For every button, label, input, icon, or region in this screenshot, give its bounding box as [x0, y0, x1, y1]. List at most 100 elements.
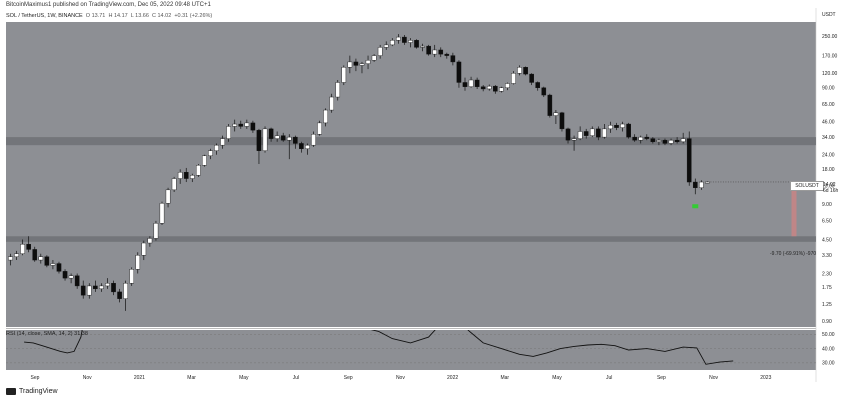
candle: [456, 60, 462, 88]
candle: [377, 44, 383, 59]
candle: [8, 253, 13, 266]
candle: [596, 126, 601, 141]
candle: [153, 220, 159, 241]
candle-body-up: [377, 47, 383, 56]
candle: [323, 108, 328, 127]
candle: [656, 138, 662, 146]
last-price-label: 14.02: [823, 182, 836, 188]
candle: [505, 82, 510, 91]
candle-body-up: [153, 223, 159, 239]
candle: [341, 65, 347, 86]
candle-body-down: [238, 123, 244, 127]
candle: [159, 201, 165, 225]
candle: [165, 187, 171, 208]
candle-body-up: [668, 139, 674, 144]
rsi-pane-bg: [6, 330, 816, 370]
candle-body-down: [56, 263, 62, 272]
candle-body-down: [111, 282, 116, 293]
candle-body-down: [62, 271, 68, 279]
price-tick-label: 13.00: [822, 184, 835, 190]
candle-body-up: [165, 189, 171, 204]
candle-body-up: [571, 138, 577, 141]
candle: [105, 278, 110, 289]
candle-body-up: [311, 134, 316, 146]
candle-body-up: [14, 253, 19, 257]
candle: [517, 65, 522, 76]
candle-body-down: [450, 55, 456, 63]
candle: [68, 273, 74, 284]
candle: [141, 240, 147, 261]
candle: [571, 135, 577, 151]
time-tick-label: May: [239, 375, 249, 381]
candle: [123, 280, 128, 311]
currency-label: USDT: [822, 12, 836, 18]
candle-body-down: [529, 73, 534, 83]
candle-body-up: [141, 242, 147, 256]
candle-body-up: [486, 85, 492, 90]
candle: [80, 280, 86, 299]
candle-body-up: [189, 175, 195, 179]
candle: [680, 132, 686, 144]
candle-body-down: [565, 128, 571, 141]
candle-body-down: [541, 87, 547, 96]
time-tick-label: 2021: [134, 375, 145, 381]
candle: [511, 71, 516, 85]
price-tick-label: 90.00: [822, 86, 835, 92]
candle-body-down: [74, 275, 80, 287]
candle: [38, 253, 44, 264]
candle: [117, 288, 122, 303]
candle-body-down: [426, 45, 431, 55]
candle: [426, 44, 431, 56]
candle: [432, 44, 438, 58]
candle: [468, 76, 474, 88]
support-zone-0: [6, 137, 816, 146]
candle: [208, 148, 213, 160]
candle-body-up: [226, 126, 231, 139]
candle: [480, 85, 486, 92]
candle: [214, 143, 219, 155]
candle-body-up: [317, 122, 322, 135]
candle-body-down: [402, 36, 407, 43]
candle-body-up: [602, 128, 607, 138]
time-tick-label: Jul: [293, 375, 299, 381]
candle-body-up: [135, 255, 141, 270]
candle: [93, 280, 98, 292]
candle-body-up: [608, 125, 613, 130]
candle-body-up: [99, 285, 104, 290]
candle: [129, 267, 135, 286]
time-tick-label: Jul: [606, 375, 612, 381]
candle-body-up: [232, 123, 238, 127]
candle: [608, 121, 613, 133]
candle: [232, 119, 238, 132]
candle-body-down: [117, 291, 122, 299]
candle-body-up: [365, 60, 371, 64]
tradingview-brand[interactable]: TradingView: [6, 388, 58, 395]
candle: [226, 124, 231, 142]
candle: [305, 143, 310, 155]
price-tick-label: 9.00: [822, 202, 832, 208]
candle: [268, 127, 274, 142]
candle-body-down: [456, 61, 462, 83]
candle-body-up: [705, 181, 710, 184]
candle: [238, 120, 244, 129]
rsi-label: RSI (14, close, SMA, 14, 2) 31.38: [6, 331, 88, 337]
candle-body-down: [438, 49, 444, 55]
time-tick-label: Nov: [709, 375, 718, 381]
candle-body-up: [511, 73, 516, 84]
time-tick-label: 2023: [760, 375, 771, 381]
price-tick-label: 2.30: [822, 271, 832, 277]
candle-body-up: [196, 165, 201, 176]
candle-body-down: [632, 136, 637, 141]
candle: [493, 85, 498, 94]
candle: [389, 38, 395, 47]
candle-body-up: [468, 79, 474, 87]
candle: [529, 73, 534, 86]
candle-body-down: [474, 79, 480, 87]
candle: [674, 137, 680, 144]
candle: [147, 236, 153, 247]
candle-body-up: [420, 45, 425, 48]
price-tick-label: 65.00: [822, 102, 835, 108]
candle: [171, 176, 177, 193]
